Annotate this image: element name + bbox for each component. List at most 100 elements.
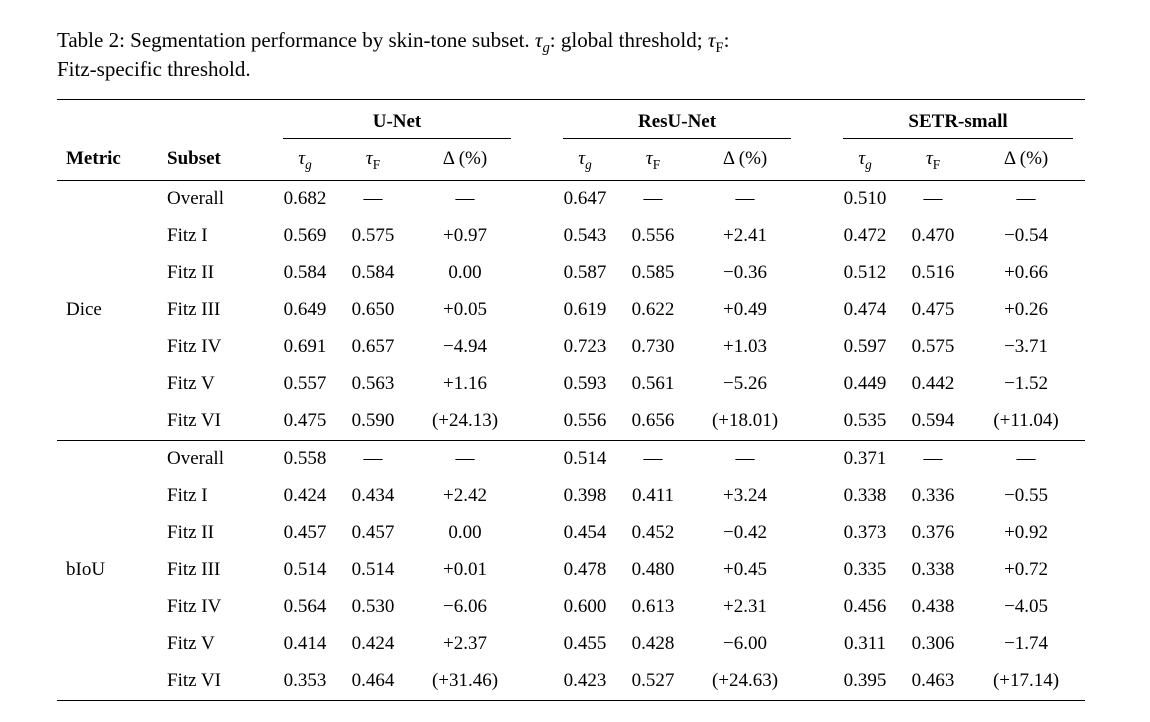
table-row: Fitz I 0.424 0.434 +2.42 0.398 0.411 +3.24 0.33… (57, 478, 1085, 515)
value-cell: 0.00 (448, 262, 482, 284)
value-cell: 0.514 (563, 448, 607, 470)
delta-header-resunet: Δ (%) (687, 138, 804, 181)
value-cell: 0.395 (843, 670, 887, 692)
column-spacer (523, 292, 551, 329)
value-cell: +0.05 (443, 299, 487, 321)
value-cell: — (363, 448, 383, 470)
metric-label: bIoU (66, 559, 106, 581)
value-cell: 0.564 (283, 596, 327, 618)
column-header-row: Metric Subset τg τF Δ (%) τg τF Δ (%) τg… (57, 138, 1086, 181)
value-cell: 0.622 (631, 299, 675, 321)
value-cell: 0.373 (843, 522, 887, 544)
value-cell: 0.335 (843, 559, 887, 581)
dice-section: Dice Overall 0.682 — — 0.647 — — 0.510 — — Fitz I 0.… (57, 180, 1086, 441)
column-spacer (523, 663, 551, 701)
results-table: U-Net ResU-Net SETR-small Metric Subset … (57, 98, 1086, 701)
value-cell: 0.470 (911, 225, 955, 247)
value-cell: 0.338 (911, 559, 955, 581)
column-spacer (523, 255, 551, 292)
tau-F-symbol: τ (707, 28, 716, 52)
value-cell: 0.613 (631, 596, 675, 618)
value-cell: 0.590 (339, 402, 407, 441)
column-spacer (523, 180, 551, 218)
value-cell: 0.649 (283, 299, 327, 321)
value-cell: 0.464 (351, 670, 395, 692)
group-gap (803, 99, 831, 139)
value-cell: 0.575 (911, 336, 955, 358)
value-cell: 0.557 (283, 373, 327, 395)
group-gap (523, 99, 551, 139)
value-cell: +0.72 (1004, 559, 1049, 581)
value-cell: 0.449 (843, 373, 887, 395)
value-cell: — (735, 188, 755, 210)
column-spacer (803, 366, 831, 403)
metric-column-header: Metric (57, 138, 161, 181)
value-cell: 0.587 (563, 262, 607, 284)
group-header-resunet: ResU-Net (551, 99, 803, 139)
value-cell: 0.584 (351, 262, 395, 284)
value-cell: −6.06 (443, 596, 487, 618)
column-spacer (803, 329, 831, 366)
table-row: Fitz II 0.457 0.457 0.00 0.454 0.452 −0.42 0.37… (57, 515, 1085, 552)
table-row: Fitz IV 0.564 0.530 −6.06 0.600 0.613 +2.31 0.4… (57, 589, 1085, 626)
tau-F-header-unet: τF (339, 138, 407, 181)
group-header-unet: U-Net (271, 99, 523, 139)
value-cell: −4.94 (443, 336, 487, 358)
column-spacer (523, 589, 551, 626)
column-spacer (523, 515, 551, 552)
group-gap (523, 138, 552, 181)
table-row: Fitz III 0.649 0.650 +0.05 0.619 0.622 +0.49 0.… (57, 292, 1085, 329)
value-cell: 0.516 (911, 262, 955, 284)
value-cell: −1.74 (1004, 633, 1049, 655)
column-spacer (523, 218, 551, 255)
tau-F-header-resunet: τF (619, 138, 688, 181)
subset-label: Fitz VI (161, 402, 271, 441)
subset-label: Overall (167, 448, 224, 470)
table-row: Fitz I 0.569 0.575 +0.97 0.543 0.556 +2.41 0.47… (57, 218, 1085, 255)
value-cell: — (923, 448, 943, 470)
value-cell: 0.478 (563, 559, 607, 581)
value-cell: 0.656 (619, 402, 688, 441)
table-row: Fitz V 0.414 0.424 +2.37 0.455 0.428 −6.00 0.31… (57, 626, 1085, 663)
value-cell: 0.569 (283, 225, 327, 247)
value-cell: +0.97 (443, 225, 487, 247)
table-row: Fitz VI 0.353 0.464 (+31.46) 0.423 0.527 (+24.… (57, 663, 1085, 701)
value-cell: 0.584 (283, 262, 327, 284)
column-spacer (803, 478, 831, 515)
column-spacer (523, 440, 551, 478)
value-cell: 0.00 (448, 522, 482, 544)
caption-line1: Table 2: Segmentation performance by ski… (57, 28, 730, 57)
subset-label: Overall (167, 188, 224, 210)
biou-section: bIoU Overall 0.558 — — 0.514 — — 0.371 — — Fitz I 0.… (57, 440, 1085, 700)
table-row: Fitz III 0.514 0.514 +0.01 0.478 0.480 +0.45 0.… (57, 552, 1085, 589)
value-cell: −0.36 (723, 262, 768, 284)
tau-F-header-setr: τF (899, 138, 968, 181)
table-row: Fitz VI 0.475 0.590 (+24.13) 0.556 0.656 (+18.… (57, 402, 1086, 441)
column-spacer (523, 478, 551, 515)
subset-label: Fitz V (167, 373, 215, 395)
subset-label: Fitz I (167, 485, 208, 507)
value-cell: 0.510 (843, 188, 887, 210)
value-cell: 0.306 (911, 633, 955, 655)
value-cell: 0.424 (351, 633, 395, 655)
value-cell: 0.563 (351, 373, 395, 395)
subset-column-header: Subset (161, 138, 271, 181)
value-cell: 0.594 (899, 402, 968, 441)
value-cell: 0.353 (283, 670, 327, 692)
value-cell: +0.92 (1004, 522, 1049, 544)
column-spacer (523, 329, 551, 366)
tau-g-header-resunet: τg (551, 138, 620, 181)
value-cell: — (455, 448, 475, 470)
column-spacer (803, 663, 831, 701)
corner-empty-metric (57, 99, 161, 139)
value-cell: +0.66 (1004, 262, 1049, 284)
column-spacer (803, 218, 831, 255)
value-cell: 0.454 (563, 522, 607, 544)
column-spacer (523, 366, 551, 403)
value-cell: −6.00 (723, 633, 768, 655)
caption-line2: Fitz-specific threshold. (57, 56, 251, 81)
value-cell: 0.371 (843, 448, 887, 470)
subset-label: Fitz III (167, 299, 221, 321)
value-cell: (+18.01) (687, 402, 804, 441)
